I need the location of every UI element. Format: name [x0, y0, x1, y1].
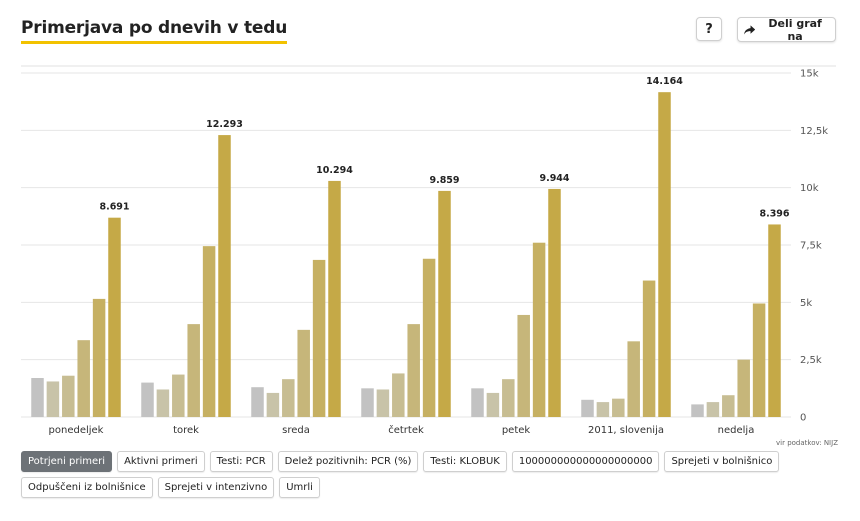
y-tick-label: 12,5k — [800, 126, 828, 137]
y-tick-label: 7,5k — [800, 241, 822, 252]
bar-chart: 0 2,5k 5k 7,5k 10k 12,5k 15k 8.691 ponedeljek 12.… — [21, 65, 836, 436]
x-tick-label: 2011, slovenija — [588, 425, 664, 436]
bar — [282, 379, 295, 417]
help-button[interactable]: ? — [696, 17, 722, 41]
data-label: 9.944 — [539, 173, 569, 184]
bar — [517, 314, 530, 417]
bar — [77, 340, 90, 417]
y-tick-label: 5k — [800, 298, 812, 309]
bar — [141, 382, 154, 417]
bar — [502, 379, 515, 417]
bar — [62, 375, 75, 417]
x-tick-label: torek — [173, 425, 199, 436]
x-tick-label: sreda — [282, 425, 310, 436]
bar — [407, 324, 420, 417]
x-tick-label: petek — [502, 425, 531, 436]
data-label: 12.293 — [206, 119, 243, 130]
y-tick-label: 15k — [800, 69, 819, 80]
data-label: 14.164 — [646, 76, 683, 87]
data-label: 8.691 — [99, 202, 129, 213]
bar — [706, 402, 720, 417]
bar — [266, 392, 280, 417]
bar — [297, 329, 310, 417]
bar — [752, 303, 766, 417]
share-button-label: Deli graf na — [768, 16, 822, 43]
data-label: 10.294 — [316, 165, 353, 176]
bar — [328, 180, 341, 417]
bar — [737, 359, 750, 417]
chart-title: Primerjava po dnevih v tedu — [21, 18, 287, 44]
bar — [361, 388, 374, 417]
bar — [251, 387, 264, 417]
bar — [31, 378, 44, 417]
bar — [108, 217, 121, 417]
bar — [312, 259, 326, 417]
bar — [438, 190, 451, 417]
y-tick-label: 0 — [800, 413, 806, 424]
x-tick-label: nedelja — [718, 425, 755, 436]
share-arrow-icon — [744, 24, 756, 34]
bar — [596, 402, 610, 417]
bar — [658, 92, 671, 417]
metric-button[interactable]: Umrli — [279, 477, 320, 498]
bar — [218, 135, 231, 417]
bar — [722, 395, 735, 417]
metric-button[interactable]: Delež pozitivnih: PCR (%) — [277, 451, 419, 472]
bar — [392, 373, 405, 417]
data-source-note: vir podatkov: NIJZ — [776, 439, 838, 447]
bar — [202, 246, 216, 417]
bar — [691, 404, 704, 417]
metric-button[interactable]: Sprejeti v bolnišnico — [664, 451, 780, 472]
bar — [92, 298, 106, 417]
metric-button[interactable]: Testi: PCR — [209, 451, 273, 472]
y-tick-label: 10k — [800, 183, 819, 194]
bar — [548, 188, 561, 417]
bar — [172, 374, 185, 417]
bar — [768, 224, 781, 417]
bar — [156, 389, 170, 417]
bar — [486, 392, 500, 417]
share-button[interactable]: Deli graf na — [737, 16, 836, 43]
bar — [642, 280, 656, 417]
x-tick-label: četrtek — [388, 424, 424, 436]
x-tick-label: ponedeljek — [49, 425, 104, 436]
y-tick-label: 2,5k — [800, 355, 822, 366]
bar — [187, 324, 200, 417]
metric-selector: Potrjeni primeri Aktivni primeri Testi: PC… — [21, 451, 821, 498]
bar — [612, 398, 625, 417]
bar — [46, 381, 60, 417]
bar — [422, 258, 436, 417]
data-label: 9.859 — [429, 175, 459, 186]
metric-button[interactable]: Odpuščeni iz bolnišnice — [21, 477, 153, 498]
metric-button[interactable]: Sprejeti v intenzivno — [157, 477, 275, 498]
data-label: 8.396 — [759, 208, 789, 219]
metric-button[interactable]: Potrjeni primeri — [21, 451, 113, 472]
bar — [627, 341, 640, 417]
bar — [471, 388, 484, 417]
metric-button[interactable]: Aktivni primeri — [117, 451, 205, 472]
bar — [532, 242, 546, 417]
metric-button[interactable]: Testi: KLOBUK — [423, 451, 507, 472]
metric-button[interactable]: 100000000000000000000 — [511, 451, 660, 472]
bar — [581, 399, 594, 417]
bar — [376, 389, 390, 417]
